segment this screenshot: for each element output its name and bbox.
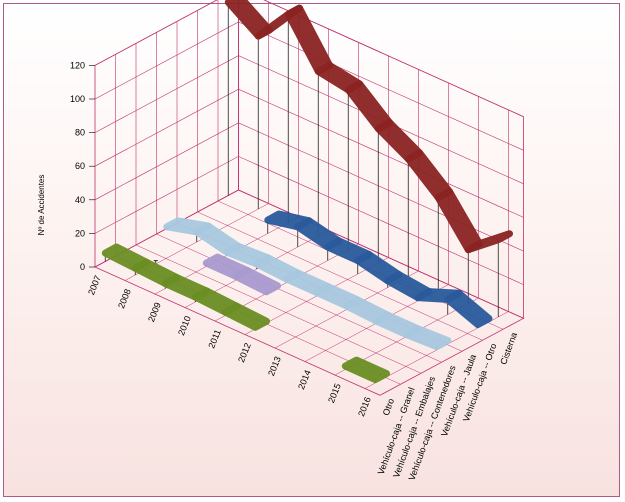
ribbon-segment [341,356,390,384]
x-tick-label: 2012 [236,342,253,364]
x-tick-label: 2010 [176,315,193,337]
ribbon-segment [464,230,513,254]
y-tick-label: 0 [80,262,85,272]
x-tick-label: 2015 [326,382,343,404]
floor-gridline [197,211,483,341]
value-gridline [94,156,524,285]
value-gridline [94,88,524,218]
x-tick-label: 2008 [116,288,133,310]
y-tick-label: 120 [70,60,85,70]
y-axis-title: Nº de Accidentes [37,175,46,236]
floor [94,189,525,396]
y-tick-label: 20 [75,228,85,238]
ribbon-segment [344,80,393,133]
ribbon-segment [434,188,483,254]
value-gridline [94,55,524,185]
chart-grid [94,0,524,389]
y-tick-label: 100 [70,94,85,104]
floor-gridline [156,233,442,363]
series-ribbon [202,253,281,296]
ribbon-segment [404,149,453,202]
ribbon-segment [444,289,493,329]
series-layer [101,0,513,384]
y-tick-label: 60 [75,161,85,171]
x-tick-label: 2013 [266,355,283,377]
x-tick-label: 2009 [146,301,163,323]
x-tick-label: 2011 [206,328,223,350]
value-gridline [94,0,524,117]
y-tick-labels: 0 20 40 60 80 100 120 [70,60,95,272]
category-tick-label: Otro [381,397,396,417]
series-ribbon [224,0,513,317]
y-tick-label: 80 [75,128,85,138]
ribbon-segment [403,325,452,351]
x-tick-label: 2014 [296,369,313,391]
series-ribbon [101,243,390,384]
category-tick-label: Cisterna [498,331,519,366]
y-tick-label: 40 [75,195,85,205]
series-ribbon [264,210,493,329]
value-gridline [94,21,524,151]
value-gridline [94,122,524,252]
ribbon-segment [232,267,281,296]
x-tick-label: 2007 [86,274,103,296]
ribbon-segment [284,4,333,75]
x-tick-label: 2016 [356,396,373,418]
ribbon-segment [221,302,270,331]
series-ribbon [163,217,452,351]
floor-gridline [135,244,422,374]
